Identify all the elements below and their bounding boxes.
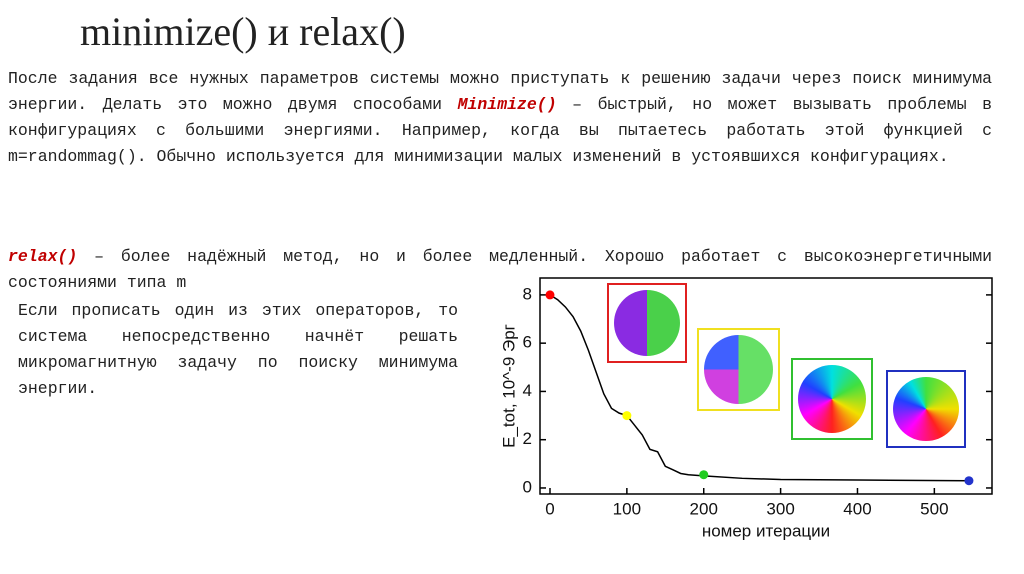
y-tick-label: 4: [523, 381, 532, 400]
snapshot: [886, 370, 966, 448]
slide-title: minimize() и relax(): [80, 9, 406, 54]
magnetization-disk: [704, 335, 773, 404]
note: Если прописать один из этих операторов, …: [18, 301, 458, 398]
paragraph: После задания все нужных параметров сист…: [8, 66, 992, 170]
x-axis-label: номер итерации: [702, 521, 830, 540]
paragraph: relax() – более надёжный метод, но и бол…: [8, 244, 992, 296]
keyword: Minimize(): [457, 95, 557, 114]
y-tick-label: 0: [523, 477, 532, 496]
line: [549, 294, 969, 482]
plot-frame: [539, 277, 993, 495]
y-tick-label: 8: [523, 284, 532, 303]
magnetization-disk: [893, 377, 959, 441]
text: – быстрый, но может вызывать проблемы в …: [8, 95, 993, 166]
marker: [699, 470, 709, 480]
x-tick-label: 200: [690, 499, 718, 518]
marker: [545, 290, 555, 300]
magnetization-disk: [798, 365, 866, 433]
y-tick-label: 6: [523, 333, 532, 352]
y-axis-label: E_tot, 10^-9 Эрг: [499, 324, 518, 448]
snapshot: [607, 283, 687, 363]
x-tick-label: 0: [545, 499, 554, 518]
y-tick-label: 2: [523, 429, 532, 448]
marker: [622, 411, 632, 421]
snapshot: [697, 328, 780, 411]
x-tick-label: 500: [920, 499, 948, 518]
text: – более надёжный метод, но и более медле…: [8, 247, 993, 292]
x-tick-label: 100: [613, 499, 641, 518]
text: После задания все нужных параметров сист…: [8, 69, 992, 114]
keyword: relax(): [8, 247, 78, 266]
x-tick-label: 300: [766, 499, 794, 518]
marker: [964, 476, 974, 486]
magnetization-disk: [614, 290, 680, 356]
snapshot: [791, 358, 873, 440]
x-tick-label: 400: [843, 499, 871, 518]
